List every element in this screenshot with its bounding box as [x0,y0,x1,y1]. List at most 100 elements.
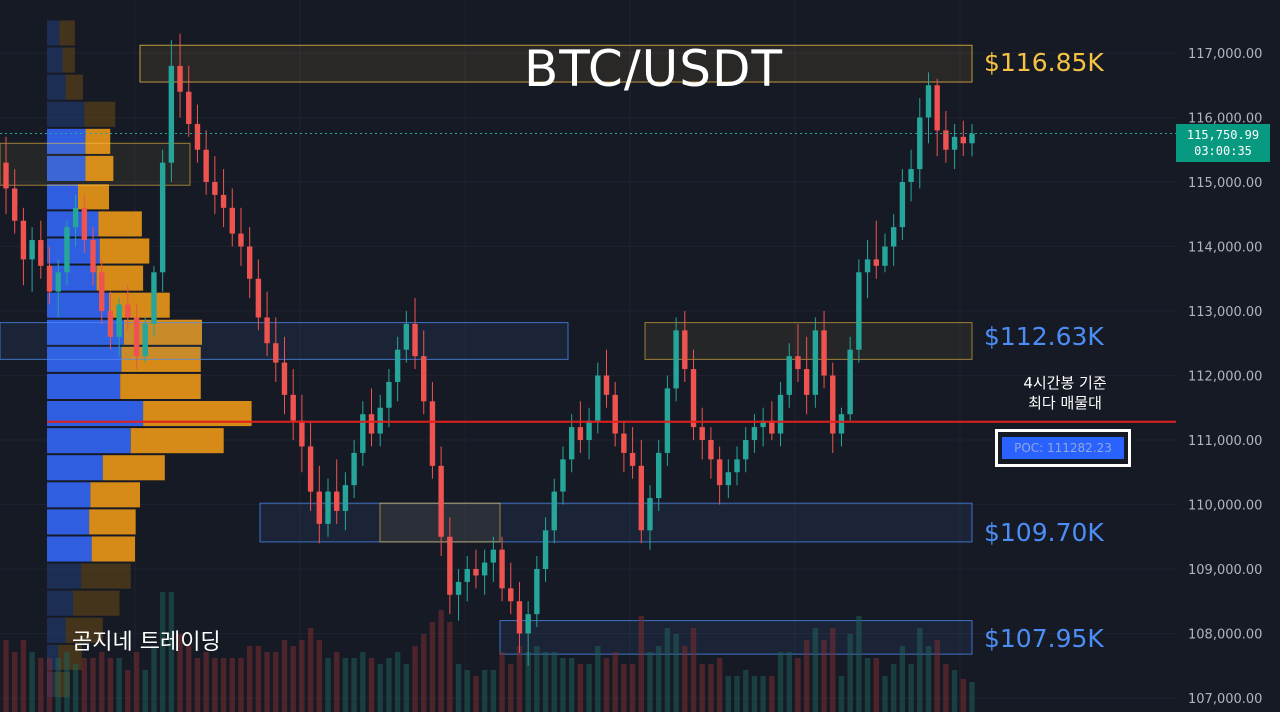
candle-body [560,459,566,492]
candle-body [159,162,166,273]
volume-bar [403,664,410,712]
volume-bar [377,664,383,712]
zone-label-0: $116.85K [984,48,1104,77]
volume-bar [586,664,592,712]
volume-bar [525,652,531,712]
volume-bar [220,658,227,712]
candle-body [351,452,357,486]
candle-body [377,407,383,434]
profile-sell-bar [78,184,109,210]
profile-sell-bar [91,536,136,562]
candle-body [708,440,714,460]
candle-body [429,401,436,466]
volume-bar [334,652,340,712]
volume-bar [629,664,636,712]
candle-countdown: 03:00:35 [1194,144,1252,158]
candle-body [421,356,427,402]
volume-bar [821,640,827,712]
candle-body [838,414,845,434]
candle-body [856,272,862,350]
candle-body [229,207,235,234]
profile-sell-bar [98,211,142,237]
profile-sell-bar [65,617,103,643]
candle-body [734,459,740,473]
volume-bar [734,676,740,712]
volume-bar [64,652,70,712]
candle-body [890,227,897,247]
candle-body [925,85,932,118]
volume-bar [99,652,105,712]
candle-body [273,343,279,363]
volume-bar [299,640,305,712]
candle-body [72,207,79,228]
zone-label-2: $109.70K [984,518,1104,547]
volume-bar [351,658,357,712]
volume-bar [699,664,705,712]
candle-body [212,182,218,195]
candle-body [368,414,375,434]
profile-buy-bar [47,128,86,154]
volume-bar [673,634,679,712]
y-tick-label: 116,000.00 [1188,112,1262,127]
volume-bar [490,670,497,712]
volume-bar [142,670,148,712]
volume-bar [777,652,784,712]
profile-sell-bar [65,74,83,100]
volume-bar [125,670,131,712]
candle-body [438,465,444,537]
volume-bar [577,664,584,712]
volume-bar [316,640,322,712]
candle-body [255,278,262,318]
volume-bar [638,616,644,712]
current-price-value: 115,750.99 [1186,128,1260,142]
candle-body [473,569,479,576]
profile-sell-bar [59,20,75,46]
candle-body [360,414,366,453]
volume-bar [603,658,610,712]
profile-buy-bar [47,373,121,400]
candle-body [769,420,775,434]
volume-bar [917,628,923,712]
volume-bar [421,634,427,712]
volume-bar [908,664,914,712]
profile-buy-bar [47,101,85,127]
profile-buy-bar [47,428,131,454]
profile-buy-bar [47,211,99,237]
candle-body [12,188,18,221]
candle-body [142,323,148,357]
volume-bar [394,652,401,712]
candle-body [647,498,653,531]
candle-body [908,169,914,182]
volume-bar [238,658,244,712]
candle-body [568,427,575,460]
volume-profile [47,20,252,697]
candle-body [46,265,53,292]
volume-bar [168,592,175,712]
candle-body [534,569,540,615]
candle-body [238,233,244,247]
candle-body [821,330,827,376]
profile-buy-bar [47,455,103,481]
candle-body [107,311,114,337]
volume-bar [499,652,505,712]
volume-bar [159,592,166,712]
profile-buy-bar [47,265,97,291]
profile-sell-bar [89,509,136,535]
candle-body [673,330,679,389]
candle-body [246,246,253,279]
candle-body [281,362,288,395]
volume-bar [46,658,53,712]
volume-bar [29,652,35,712]
volume-bar [116,658,122,712]
price-zones [0,44,973,655]
volume-bar [534,646,540,712]
candle-body [864,259,871,273]
candle-body [394,349,401,382]
volume-bar [246,646,253,712]
profile-buy-bar [47,20,60,46]
candle-body [542,530,549,569]
candle-body [638,465,644,531]
volume-bar [882,676,888,712]
y-axis: 117,000.00 116,000.00 115,000.00 114,000.00… [1188,47,1262,707]
volume-bar [830,628,836,712]
